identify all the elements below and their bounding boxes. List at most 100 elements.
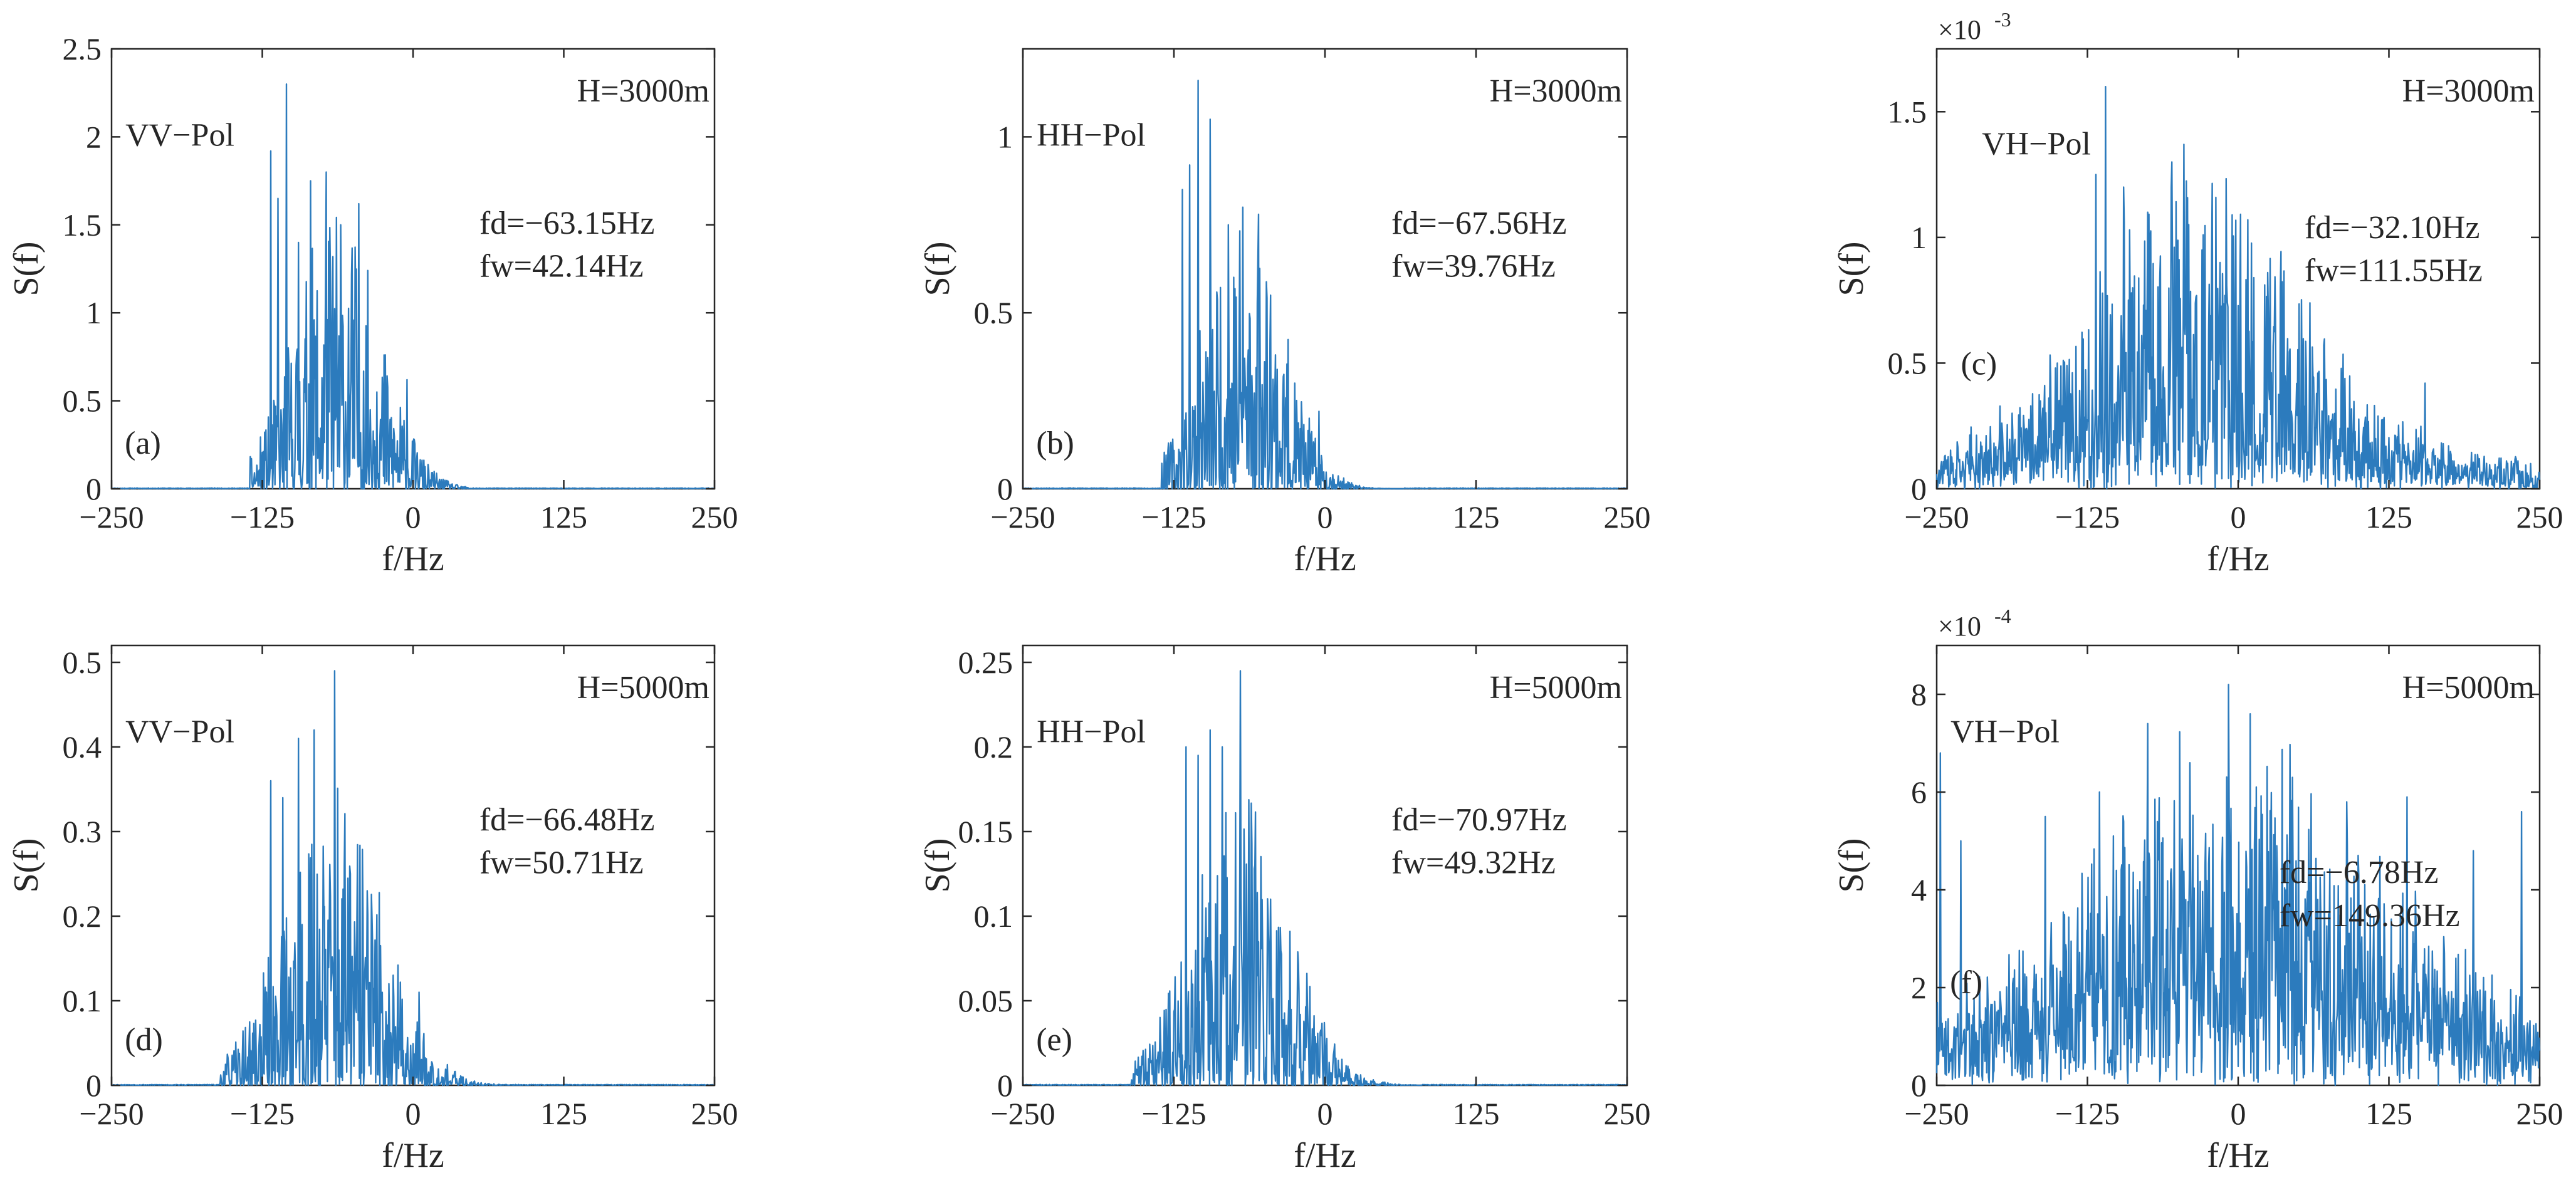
y-axis-label: S(f) — [918, 241, 957, 296]
polarization-label: HH−Pol — [1037, 714, 1146, 749]
x-tick-label: 125 — [1453, 499, 1500, 535]
polarization-label: VV−Pol — [125, 117, 234, 153]
x-tick-label: 125 — [2365, 499, 2412, 535]
y-tick-label: 1 — [997, 119, 1013, 154]
x-axis-label: f/Hz — [2207, 540, 2270, 578]
x-tick-label: 0 — [2231, 499, 2246, 535]
x-tick-label: 250 — [2516, 499, 2563, 535]
doppler-width-label: fw=50.71Hz — [479, 845, 644, 881]
y-axis-label: S(f) — [1832, 241, 1871, 296]
doppler-width-label: fw=42.14Hz — [479, 249, 644, 284]
y-tick-label: 1 — [1911, 220, 1927, 255]
x-tick-label: 0 — [2231, 1096, 2246, 1131]
spectrum-line — [111, 670, 715, 1087]
height-label: H=3000m — [1490, 73, 1622, 109]
y-tick-label: 0.3 — [63, 814, 102, 849]
doppler-center-label: fd=−66.48Hz — [479, 802, 655, 838]
y-tick-label: 0 — [1911, 1068, 1927, 1103]
x-tick-label: −125 — [230, 1096, 295, 1131]
y-tick-label: 0.5 — [63, 645, 102, 680]
y-tick-label: 0.15 — [958, 814, 1013, 849]
x-tick-label: 125 — [540, 1096, 587, 1131]
x-tick-label: 0 — [406, 499, 421, 535]
y-tick-label: 2.5 — [63, 31, 102, 66]
height-label: H=5000m — [577, 670, 709, 706]
axis-exponent: ×10 — [1938, 14, 1981, 45]
doppler-width-label: fw=149.36Hz — [2280, 898, 2460, 934]
panels-layer: −250 −125 0 125 250 0 0.5 1 1.5 2 2.5 f/Hz S(f) H=300… — [7, 8, 2563, 1175]
x-tick-label: 250 — [1604, 499, 1651, 535]
doppler-width-label: fw=39.76Hz — [1391, 249, 1556, 284]
panel-letter: (c) — [1961, 346, 1997, 382]
polarization-label: HH−Pol — [1037, 117, 1146, 153]
x-tick-label: −250 — [990, 499, 1055, 535]
y-tick-label: 0 — [1911, 471, 1927, 506]
y-tick-label: 0 — [997, 1068, 1013, 1103]
x-tick-label: −125 — [1141, 499, 1206, 535]
x-tick-label: −250 — [1904, 499, 1969, 535]
panel-letter: (b) — [1036, 425, 1074, 461]
x-tick-label: −250 — [1904, 1096, 1969, 1131]
panel-letter: (d) — [125, 1022, 163, 1058]
y-tick-label: 1.5 — [1888, 94, 1927, 129]
x-tick-label: 0 — [406, 1096, 421, 1131]
doppler-center-label: fd=−63.15Hz — [479, 206, 655, 241]
y-tick-label: 0.5 — [1888, 345, 1927, 380]
x-axis-label: f/Hz — [382, 540, 444, 578]
spectrum-line — [1935, 684, 2541, 1087]
height-label: H=3000m — [2402, 73, 2535, 109]
x-tick-label: 125 — [2365, 1096, 2412, 1131]
y-tick-label: 0 — [86, 1068, 102, 1103]
x-tick-label: 125 — [1453, 1096, 1500, 1131]
y-tick-label: 0.5 — [63, 384, 102, 419]
y-tick-label: 0.2 — [974, 729, 1013, 765]
x-tick-label: −125 — [1141, 1096, 1206, 1131]
y-tick-label: 8 — [1911, 677, 1927, 712]
spectrum-line — [1022, 670, 1628, 1087]
axis-exponent-power: -3 — [1994, 8, 2011, 31]
panel-d: −250 −125 0 125 250 0 0.1 0.2 0.3 0.4 0.5 f/Hz S(f) H… — [7, 644, 738, 1175]
axis-exponent-power: -4 — [1994, 605, 2011, 627]
height-label: H=5000m — [2402, 670, 2535, 706]
y-axis-label: S(f) — [7, 838, 46, 892]
doppler-width-label: fw=111.55Hz — [2305, 253, 2483, 289]
doppler-center-label: fd=−32.10Hz — [2305, 210, 2480, 246]
x-tick-label: −125 — [2055, 1096, 2120, 1131]
y-tick-label: 0.4 — [63, 729, 102, 765]
x-axis-label: f/Hz — [382, 1136, 444, 1175]
y-tick-label: 0.5 — [974, 295, 1013, 330]
x-axis-label: f/Hz — [2207, 1136, 2270, 1175]
x-tick-label: −125 — [2055, 499, 2120, 535]
x-tick-label: 250 — [691, 499, 738, 535]
panel-c: −250 −125 0 125 250 0 0.5 1 1.5 f/Hz S(f) ×10 -3 H=30… — [1832, 8, 2563, 578]
height-label: H=3000m — [577, 73, 709, 109]
y-tick-label: 0 — [86, 471, 102, 506]
spectrum-line — [1935, 86, 2541, 489]
y-tick-label: 0.2 — [63, 899, 102, 934]
polarization-label: VH−Pol — [1950, 714, 2060, 749]
y-tick-label: 2 — [1911, 970, 1927, 1005]
doppler-center-label: fd=−6.78Hz — [2280, 855, 2439, 890]
height-label: H=5000m — [1490, 670, 1622, 706]
y-tick-label: 0 — [997, 471, 1013, 506]
x-tick-label: 0 — [1317, 1096, 1333, 1131]
panel-letter: (a) — [125, 425, 161, 461]
y-axis-label: S(f) — [918, 838, 957, 892]
doppler-width-label: fw=49.32Hz — [1391, 845, 1556, 881]
y-tick-label: 1 — [86, 295, 102, 330]
x-tick-label: 250 — [691, 1096, 738, 1131]
y-axis-label: S(f) — [1832, 838, 1871, 892]
panel-b: −250 −125 0 125 250 0 0.5 1 f/Hz S(f) H=3000m HH−Po… — [918, 48, 1651, 578]
y-tick-label: 0.05 — [958, 983, 1013, 1018]
panel-f: −250 −125 0 125 250 0 2 4 6 8 f/Hz S(f) ×10 -4 H=5000m… — [1832, 605, 2563, 1175]
panel-e: −250 −125 0 125 250 0 0.05 0.1 0.15 0.2 0.25 f/Hz S(… — [918, 644, 1651, 1175]
polarization-label: VH−Pol — [1982, 126, 2091, 162]
panel-letter: (f) — [1950, 965, 1982, 1001]
x-tick-label: 125 — [540, 499, 587, 535]
x-axis-label: f/Hz — [1294, 1136, 1356, 1175]
y-axis-label: S(f) — [7, 241, 46, 296]
doppler-center-label: fd=−67.56Hz — [1391, 206, 1567, 241]
panel-letter: (e) — [1036, 1022, 1072, 1058]
x-tick-label: 250 — [2516, 1096, 2563, 1131]
